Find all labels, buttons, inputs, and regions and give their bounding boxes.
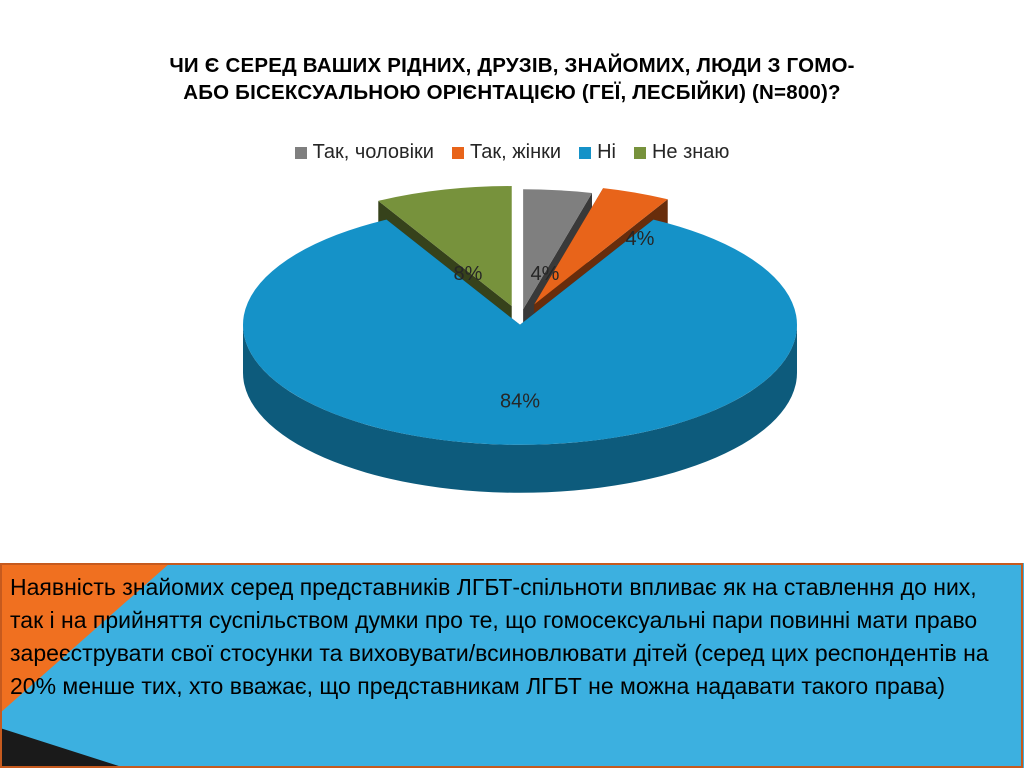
chart-title: Чи є серед ваших рідних, друзів, знайоми… — [120, 52, 904, 106]
banner-blue-panel — [0, 563, 1024, 768]
banner-background — [0, 563, 1024, 768]
pie-slice-top-1 — [534, 188, 668, 305]
legend-swatch-men — [294, 146, 307, 159]
legend-item-dont-know: Не знаю — [633, 141, 730, 164]
banner-orange-triangle — [0, 563, 170, 713]
legend-label-no: Ні — [597, 141, 616, 163]
legend-label-women: Так, жінки — [469, 141, 562, 163]
legend-label-men: Так, чоловіки — [312, 141, 434, 163]
pie-data-label-1: 4% — [626, 228, 655, 250]
pie-data-label-3: 8% — [454, 263, 483, 285]
legend-label-dont-know: Не знаю — [651, 141, 730, 163]
chart-legend: Так, чоловіки Так, жінки Ні Не знаю — [0, 141, 1024, 164]
banner-border — [0, 563, 1023, 768]
banner-text: Наявність знайомих серед представників Л… — [10, 574, 989, 699]
pie-slice-side-2 — [243, 324, 797, 493]
pie-slice-top-2 — [243, 219, 797, 445]
legend-swatch-dont-know — [633, 146, 646, 159]
pie-chart: 4% 4% 84% 8% — [243, 186, 797, 493]
banner-dark-triangle — [0, 728, 125, 768]
legend-item-women: Так, жінки — [451, 141, 562, 164]
pie-slice-2 — [243, 219, 797, 493]
pie-slice-top-0 — [523, 189, 593, 310]
pie-data-label-0: 4% — [531, 263, 560, 285]
legend-item-men: Так, чоловіки — [294, 141, 434, 164]
legend-swatch-no — [579, 146, 592, 159]
summary-banner: Наявність знайомих серед представників Л… — [0, 563, 1024, 768]
legend-item-no: Ні — [579, 141, 616, 164]
legend-swatch-women — [451, 146, 464, 159]
chart-title-line-2: або бісексуальною орієнтацією (геї, лесб… — [183, 81, 841, 104]
pie-slice-top-3 — [378, 186, 512, 307]
chart-title-line-1: Чи є серед ваших рідних, друзів, знайоми… — [169, 54, 855, 77]
pie-data-label-2: 84% — [500, 391, 540, 413]
